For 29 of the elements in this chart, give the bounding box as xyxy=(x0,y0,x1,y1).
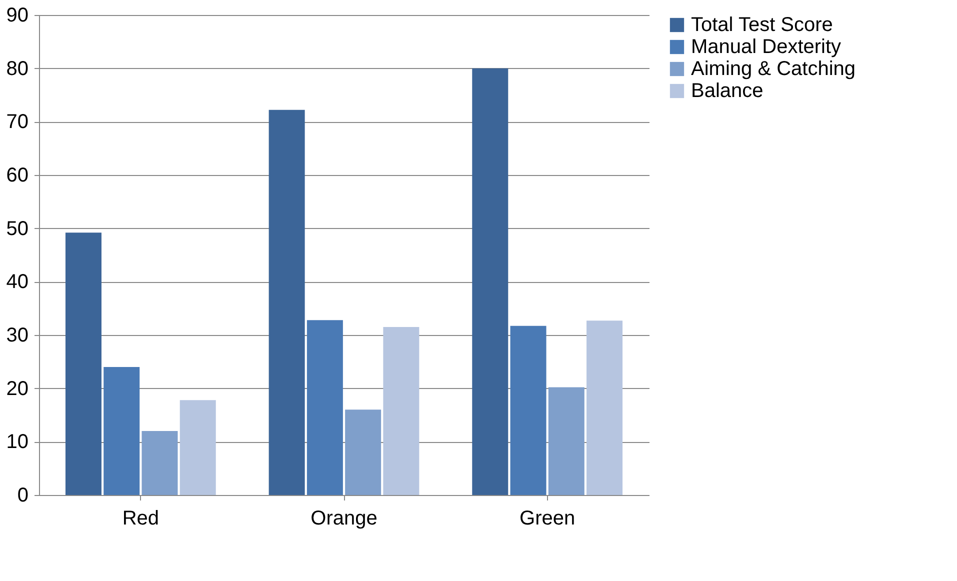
x-tick-label: Orange xyxy=(310,508,378,530)
y-tick-label: 10 xyxy=(6,431,28,454)
legend-label: Balance xyxy=(691,80,764,102)
y-tick-label: 30 xyxy=(6,324,28,346)
bar xyxy=(306,320,343,495)
bar xyxy=(104,367,140,495)
bar xyxy=(345,410,382,495)
x-tick-label: Red xyxy=(122,508,160,530)
bar xyxy=(65,232,102,495)
bar xyxy=(548,387,584,495)
bar xyxy=(472,68,508,495)
bar xyxy=(180,400,216,495)
y-tick-label: 50 xyxy=(6,218,28,240)
y-tick-label: 70 xyxy=(6,111,28,134)
legend-label: Manual Dexterity xyxy=(691,36,842,58)
legend-label: Total Test Score xyxy=(691,14,833,36)
x-tick-label: Green xyxy=(520,508,576,530)
y-tick-label: 20 xyxy=(6,378,28,400)
legend-label: Aiming & Catching xyxy=(691,58,856,80)
bar xyxy=(383,327,420,495)
bar xyxy=(586,320,623,495)
bar xyxy=(510,326,546,495)
bar xyxy=(268,110,305,495)
y-tick-label: 90 xyxy=(6,4,28,26)
y-tick-label: 40 xyxy=(6,271,28,294)
y-tick-label: 60 xyxy=(6,164,28,186)
y-tick-label: 0 xyxy=(17,484,28,506)
bar xyxy=(142,431,178,495)
y-tick-label: 80 xyxy=(6,58,28,80)
